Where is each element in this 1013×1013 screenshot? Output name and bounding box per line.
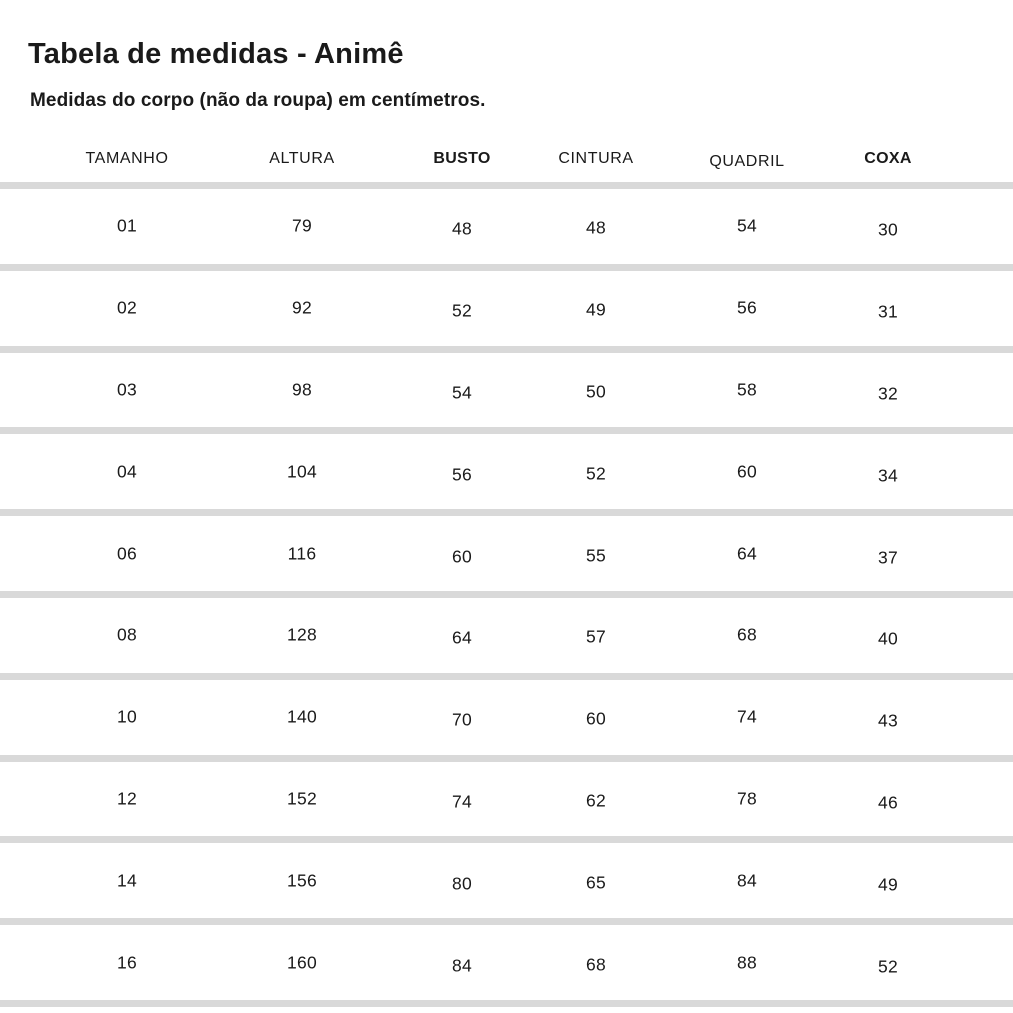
cell: 54 <box>736 215 758 236</box>
cell: 68 <box>736 624 758 645</box>
cell: 03 <box>116 379 138 400</box>
table-row-size-04: 04 104 56 52 60 34 <box>0 427 1013 509</box>
cell: 88 <box>736 952 758 973</box>
table-row-size-01: 01 79 48 48 54 30 <box>0 182 1013 264</box>
cell: 34 <box>877 465 899 486</box>
cell: 40 <box>877 628 899 649</box>
cell: 49 <box>585 299 607 320</box>
cell: 43 <box>877 710 899 731</box>
column-header-coxa: COXA <box>864 149 912 167</box>
cell: 152 <box>286 788 318 809</box>
table-body: 01 79 48 48 54 30 02 92 52 49 56 31 03 98 54 50 58 32 04 10… <box>0 182 1013 1000</box>
cell: 80 <box>451 873 473 894</box>
cell: 30 <box>877 219 899 240</box>
column-header-tamanho: TAMANHO <box>85 149 169 167</box>
cell: 64 <box>736 543 758 564</box>
cell: 128 <box>286 624 318 645</box>
cell: 62 <box>585 790 607 811</box>
cell: 92 <box>291 297 313 318</box>
cell: 55 <box>585 545 607 566</box>
cell: 16 <box>116 952 138 973</box>
column-header-quadril: QUADRIL <box>709 152 785 170</box>
cell: 84 <box>451 955 473 976</box>
cell: 160 <box>286 952 318 973</box>
cell: 60 <box>585 708 607 729</box>
cell: 65 <box>585 872 607 893</box>
cell: 49 <box>877 874 899 895</box>
cell: 156 <box>286 870 318 891</box>
table-row-size-02: 02 92 52 49 56 31 <box>0 263 1013 346</box>
cell: 56 <box>451 464 473 485</box>
cell: 116 <box>287 543 317 564</box>
table-row-size-06: 06 116 60 55 64 37 <box>0 509 1013 591</box>
cell: 52 <box>451 300 473 321</box>
cell: 60 <box>451 546 473 567</box>
table-row-size-14: 14 156 80 65 84 49 <box>0 836 1013 918</box>
cell: 57 <box>585 626 607 647</box>
table-bottom-divider <box>0 999 1013 1007</box>
cell: 78 <box>736 788 758 809</box>
cell: 79 <box>291 215 313 236</box>
cell: 140 <box>286 706 318 727</box>
page-subtitle: Medidas do corpo (não da roupa) em centí… <box>30 90 486 111</box>
cell: 06 <box>116 543 138 564</box>
cell: 48 <box>585 217 607 238</box>
cell: 01 <box>116 215 138 236</box>
table-header-row: TAMANHO ALTURA BUSTO CINTURA QUADRIL COXA <box>0 135 1013 182</box>
page-title: Tabela de medidas - Animê <box>28 38 404 70</box>
table-row-size-08: 08 128 64 57 68 40 <box>0 590 1013 673</box>
cell: 98 <box>291 379 313 400</box>
cell: 52 <box>585 463 607 484</box>
cell: 70 <box>451 709 473 730</box>
table-row-size-10: 10 140 70 60 74 43 <box>0 672 1013 755</box>
cell: 84 <box>736 870 758 891</box>
table-row-size-03: 03 98 54 50 58 32 <box>0 345 1013 428</box>
cell: 50 <box>585 381 607 402</box>
cell: 12 <box>116 788 138 809</box>
table-row-size-16: 16 160 84 68 88 52 <box>0 918 1013 1000</box>
cell: 32 <box>877 383 899 404</box>
cell: 64 <box>451 627 473 648</box>
cell: 10 <box>116 706 138 727</box>
cell: 74 <box>451 791 473 812</box>
column-header-altura: ALTURA <box>269 149 335 167</box>
cell: 02 <box>116 297 138 318</box>
cell: 68 <box>585 954 607 975</box>
cell: 104 <box>286 461 318 482</box>
cell: 31 <box>877 301 899 322</box>
column-header-cintura: CINTURA <box>558 149 634 167</box>
cell: 08 <box>116 624 138 645</box>
cell: 74 <box>736 706 758 727</box>
column-header-busto: BUSTO <box>433 149 491 167</box>
cell: 48 <box>451 218 473 239</box>
cell: 56 <box>736 297 758 318</box>
table-row-size-12: 12 152 74 62 78 46 <box>0 754 1013 837</box>
measurements-table: TAMANHO ALTURA BUSTO CINTURA QUADRIL COXA 01 7… <box>0 135 1013 1007</box>
cell: 54 <box>451 382 473 403</box>
cell: 37 <box>877 547 899 568</box>
cell: 46 <box>877 792 899 813</box>
cell: 52 <box>877 956 899 977</box>
cell: 58 <box>736 379 758 400</box>
cell: 60 <box>736 461 758 482</box>
cell: 04 <box>116 461 138 482</box>
cell: 14 <box>116 870 138 891</box>
